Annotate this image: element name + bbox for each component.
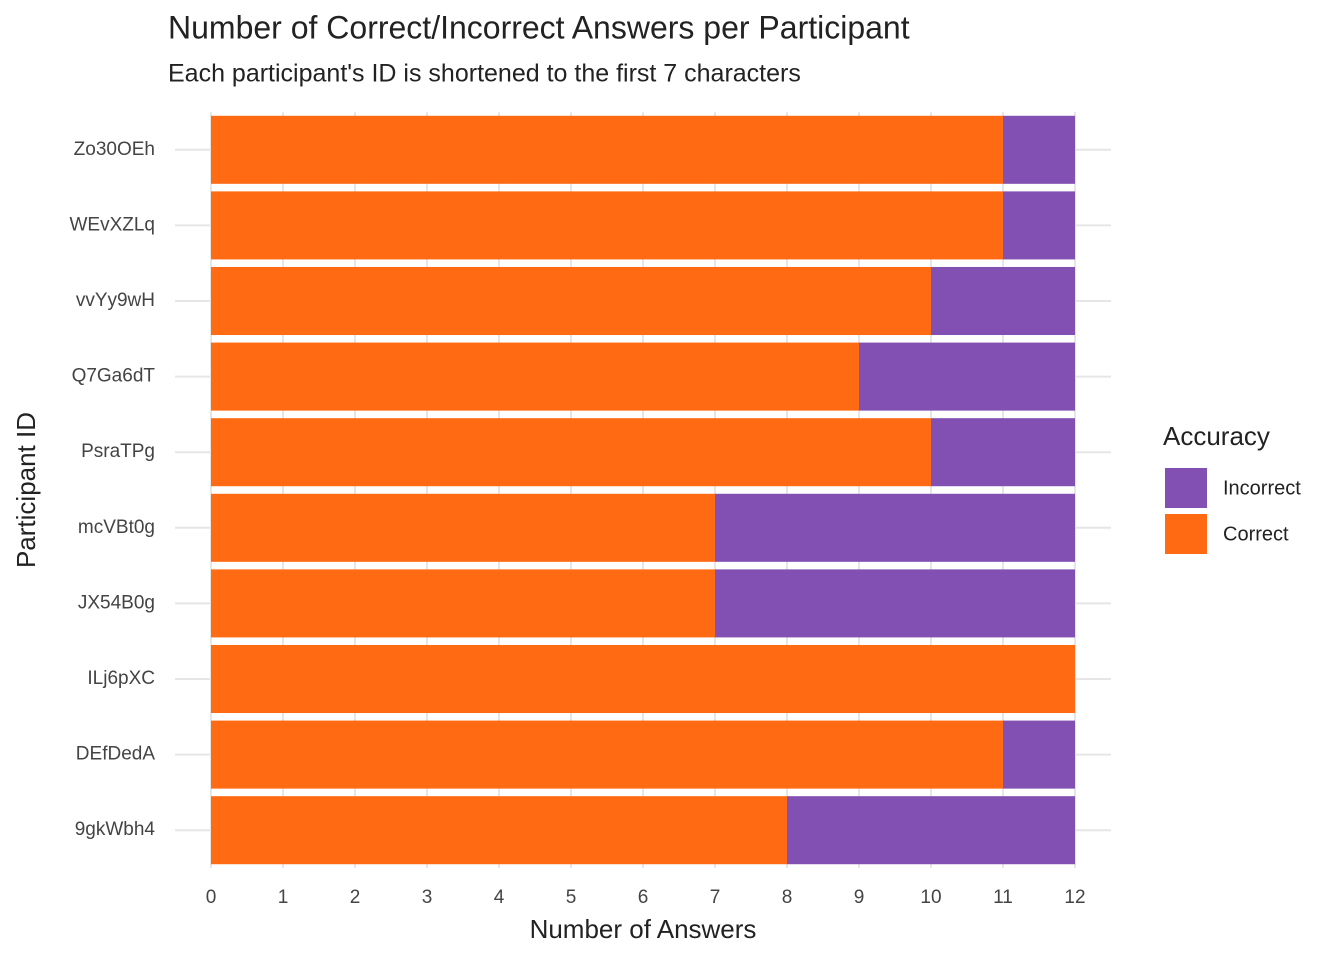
x-tick-label: 8 xyxy=(782,887,793,908)
bar-segment xyxy=(931,266,1075,336)
x-tick-label: 11 xyxy=(993,887,1013,908)
bar-segment xyxy=(715,569,1075,638)
x-tick-label: 0 xyxy=(206,887,217,908)
y-tick-label: 9gkWbh4 xyxy=(75,819,156,840)
y-tick-label: Q7Ga6dT xyxy=(72,366,156,387)
bar-segment xyxy=(211,644,1075,714)
chart-subtitle: Each participant's ID is shortened to th… xyxy=(168,60,801,88)
bar-segment xyxy=(211,569,715,638)
y-tick-label: mcVBt0g xyxy=(78,517,155,538)
bar-segment xyxy=(211,493,715,562)
bar-segment xyxy=(211,115,1003,184)
y-tick-label: vvYy9wH xyxy=(76,290,155,311)
bar-segment xyxy=(211,796,787,865)
y-axis-title: Participant ID xyxy=(11,412,41,568)
y-tick-label: Zo30OEh xyxy=(74,139,155,160)
x-axis-title: Number of Answers xyxy=(530,914,757,944)
bar-segment xyxy=(211,191,1003,260)
x-tick-label: 12 xyxy=(1064,887,1085,908)
x-tick-label: 10 xyxy=(920,887,941,908)
legend-label: Correct xyxy=(1223,523,1289,545)
x-tick-label: 2 xyxy=(350,887,361,908)
bar-segment xyxy=(211,266,931,336)
y-tick-label: ILj6pXC xyxy=(87,668,155,689)
bar-segment xyxy=(715,493,1075,562)
bar-segment xyxy=(1003,191,1075,260)
legend-swatch xyxy=(1165,514,1207,554)
bar-segment xyxy=(211,720,1003,789)
x-tick-label: 7 xyxy=(710,887,721,908)
bar-segment xyxy=(1003,115,1075,184)
legend-title: Accuracy xyxy=(1163,421,1270,451)
bar-segment xyxy=(211,342,859,411)
bar-segment xyxy=(859,342,1075,411)
y-tick-label: JX54B0g xyxy=(78,592,155,613)
x-tick-label: 9 xyxy=(854,887,865,908)
x-tick-label: 5 xyxy=(566,887,577,908)
bar-segment xyxy=(211,418,931,487)
bar-segment xyxy=(1003,720,1075,789)
x-tick-label: 6 xyxy=(638,887,649,908)
legend-swatch xyxy=(1165,468,1207,508)
y-tick-label: PsraTPg xyxy=(81,441,155,462)
chart-title: Number of Correct/Incorrect Answers per … xyxy=(168,9,910,45)
legend-label: Incorrect xyxy=(1223,477,1301,499)
y-tick-label: WEvXZLq xyxy=(69,214,155,235)
x-tick-label: 3 xyxy=(422,887,433,908)
bar-segment xyxy=(931,418,1075,487)
x-tick-label: 1 xyxy=(278,887,289,908)
bar-segment xyxy=(787,796,1075,865)
y-tick-label: DEfDedA xyxy=(76,744,156,765)
x-tick-label: 4 xyxy=(494,887,505,908)
